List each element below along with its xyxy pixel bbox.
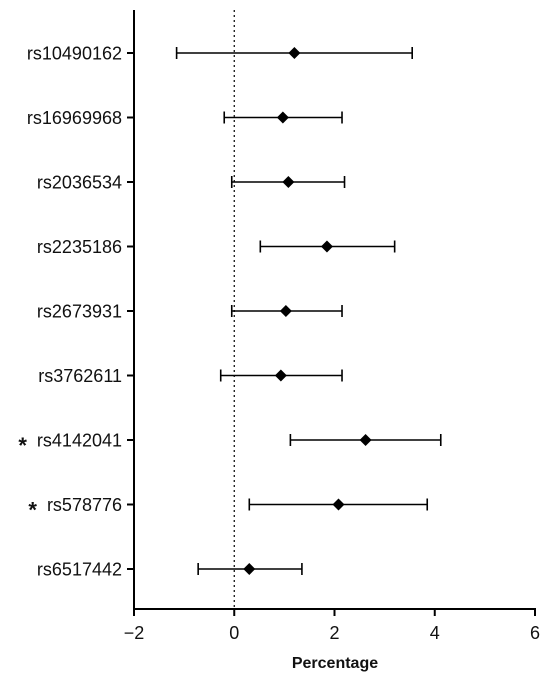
snp-label: rs6517442 [37, 560, 122, 580]
estimate-diamond [359, 434, 372, 446]
row-rs10490162: rs10490162 [27, 44, 413, 64]
row-rs2036534: rs2036534 [37, 173, 346, 193]
x-tick-label: 0 [229, 623, 239, 643]
row-rs6517442: rs6517442 [37, 560, 303, 580]
rows: rs10490162 rs16969968 rs2036534 rs2235186 rs… [18, 44, 442, 580]
row-rs4142041: rs4142041 * [18, 431, 442, 458]
x-tick-label: −2 [124, 623, 145, 643]
x-tick-label: 6 [530, 623, 540, 643]
estimate-diamond [288, 47, 301, 59]
x-tick-label: 4 [430, 623, 440, 643]
x-tick-label: 2 [329, 623, 339, 643]
snp-label: rs4142041 [37, 431, 122, 451]
estimate-diamond [332, 498, 345, 511]
estimate-diamond [274, 369, 287, 382]
row-rs16969968: rs16969968 [27, 108, 343, 128]
row-rs2673931: rs2673931 [37, 302, 343, 322]
snp-label: rs2036534 [37, 173, 122, 193]
estimate-diamond [282, 176, 295, 188]
snp-label: rs3762611 [38, 366, 122, 386]
estimate-diamond [243, 563, 256, 575]
significance-star: * [18, 433, 27, 458]
snp-label: rs2235186 [37, 237, 122, 257]
estimate-diamond [279, 305, 292, 317]
snp-label: rs16969968 [27, 108, 122, 128]
row-rs578776: rs578776 * [28, 495, 429, 523]
snp-label: rs10490162 [27, 44, 122, 64]
x-axis-title: Percentage [292, 655, 378, 672]
significance-star: * [28, 498, 37, 523]
snp-label: rs578776 [47, 495, 122, 515]
snp-label: rs2673931 [37, 302, 122, 322]
x-ticks: −2 0 2 4 6 [124, 609, 540, 643]
estimate-diamond [276, 111, 289, 124]
estimate-diamond [320, 240, 333, 253]
row-rs2235186: rs2235186 [37, 237, 396, 257]
row-rs3762611: rs3762611 [38, 366, 343, 386]
